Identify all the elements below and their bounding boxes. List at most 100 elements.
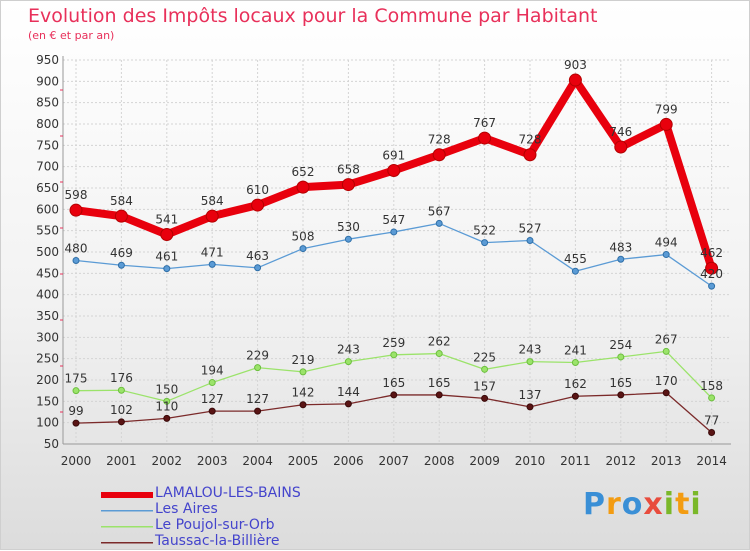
data-point <box>708 282 716 290</box>
legend-swatch-les-aires <box>101 510 153 512</box>
data-point <box>614 140 628 154</box>
data-label: 494 <box>655 236 678 250</box>
chart-title: Evolution des Impôts locaux pour la Comm… <box>28 5 598 27</box>
legend-label-les-aires: Les Aires <box>155 501 218 517</box>
data-point <box>387 164 401 178</box>
legend-item: Les Aires <box>101 501 361 517</box>
logo-letter: i <box>663 487 676 522</box>
legend-swatch-taussac <box>101 542 153 544</box>
data-point <box>208 379 216 387</box>
x-tick-label: 2008 <box>424 454 455 468</box>
data-label: 541 <box>155 213 178 227</box>
x-tick-label: 2012 <box>606 454 637 468</box>
data-point <box>205 209 219 223</box>
data-point <box>344 400 352 408</box>
data-point <box>117 386 125 394</box>
legend-swatch-le-poujol <box>101 526 153 528</box>
y-tick-label: 700 <box>36 160 59 174</box>
data-label: 508 <box>292 230 315 244</box>
y-tick-label: 850 <box>36 96 59 110</box>
data-label: 77 <box>704 413 719 427</box>
data-point <box>208 407 216 415</box>
data-label: 471 <box>201 245 224 259</box>
x-tick-label: 2014 <box>696 454 727 468</box>
data-label: 99 <box>68 404 83 418</box>
y-tick-label: 450 <box>36 266 59 280</box>
data-label: 658 <box>337 163 360 177</box>
data-label: 165 <box>382 376 405 390</box>
y-tick-label: 250 <box>36 352 59 366</box>
legend-item: Taussac-la-Billière <box>101 533 361 549</box>
y-tick-label: 200 <box>36 373 59 387</box>
data-label: 799 <box>655 102 678 116</box>
y-tick-label: 400 <box>36 288 59 302</box>
data-point <box>114 209 128 223</box>
data-label: 158 <box>700 379 723 393</box>
data-point <box>163 265 171 273</box>
data-label: 259 <box>382 336 405 350</box>
logo-letter: i <box>690 487 702 522</box>
data-label: 728 <box>428 133 451 147</box>
x-tick-label: 2010 <box>515 454 546 468</box>
data-label: 584 <box>201 194 224 208</box>
data-point <box>526 236 534 244</box>
data-point <box>299 368 307 376</box>
data-label: 165 <box>609 376 632 390</box>
data-point <box>526 403 534 411</box>
data-point <box>435 350 443 358</box>
data-point <box>341 178 355 192</box>
data-label: 262 <box>428 335 451 349</box>
data-label: 165 <box>428 376 451 390</box>
data-label: 530 <box>337 220 360 234</box>
x-tick-label: 2007 <box>379 454 410 468</box>
logo-letter: r <box>606 487 622 522</box>
data-point <box>571 392 579 400</box>
logo-letter: o <box>621 487 644 522</box>
data-label: 267 <box>655 332 678 346</box>
data-point <box>390 351 398 359</box>
x-tick-label: 2005 <box>288 454 319 468</box>
data-point <box>208 260 216 268</box>
data-label: 462 <box>700 246 723 260</box>
logo-letter: t <box>675 487 691 522</box>
data-point <box>617 391 625 399</box>
data-label: 691 <box>382 149 405 163</box>
data-point <box>523 148 537 162</box>
x-tick-label: 2004 <box>242 454 273 468</box>
data-point <box>254 407 262 415</box>
data-label: 767 <box>473 116 496 130</box>
data-label: 225 <box>473 350 496 364</box>
data-label: 728 <box>519 133 542 147</box>
data-point <box>571 267 579 275</box>
data-point <box>160 228 174 242</box>
data-label: 157 <box>473 379 496 393</box>
data-label: 144 <box>337 385 360 399</box>
data-label: 110 <box>155 399 178 413</box>
data-label: 522 <box>473 224 496 238</box>
data-point <box>662 389 670 397</box>
data-label: 480 <box>65 242 88 256</box>
legend-item: LAMALOU-LES-BAINS <box>101 485 361 501</box>
data-label: 170 <box>655 374 678 388</box>
x-tick-label: 2003 <box>197 454 228 468</box>
data-label: 176 <box>110 371 133 385</box>
y-tick-label: 350 <box>36 309 59 323</box>
data-point <box>296 180 310 194</box>
data-label: 461 <box>155 250 178 264</box>
data-point <box>254 264 262 272</box>
data-point <box>251 198 265 212</box>
data-point <box>662 251 670 259</box>
x-tick-label: 2000 <box>61 454 92 468</box>
data-label: 903 <box>564 58 587 72</box>
data-label: 254 <box>609 338 632 352</box>
data-label: 127 <box>201 392 224 406</box>
data-label: 455 <box>564 252 587 266</box>
data-point <box>117 418 125 426</box>
x-tick-label: 2006 <box>333 454 364 468</box>
y-tick-label: 100 <box>36 416 59 430</box>
y-tick-label: 600 <box>36 202 59 216</box>
data-point <box>72 257 80 265</box>
data-point <box>617 353 625 361</box>
x-tick-label: 2001 <box>106 454 137 468</box>
